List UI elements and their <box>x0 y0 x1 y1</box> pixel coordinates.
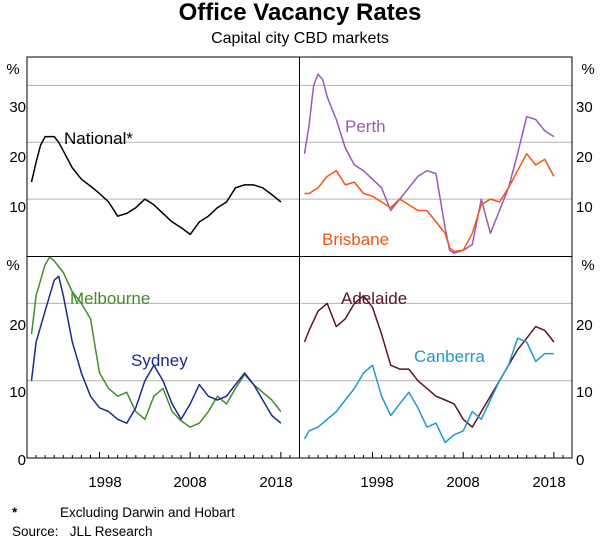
y-tick-label-top-right-30: 30 <box>576 99 593 116</box>
series-line-brisbane <box>304 152 555 253</box>
series-label-adelaide: Adelaide <box>341 289 407 308</box>
series-label-perth: Perth <box>345 117 386 136</box>
y-tick-label-top-right-10: 10 <box>576 199 593 216</box>
unit-label-top-right: % <box>581 61 594 78</box>
x-tick-label-left-2008: 2008 <box>173 474 206 491</box>
series-label-national: National* <box>64 129 133 148</box>
y-tick-label-bottom-left-0: 0 <box>18 452 26 469</box>
y-tick-label-bottom-right-10: 10 <box>576 384 593 401</box>
axis-ticks <box>35 452 564 458</box>
series-lines <box>30 73 555 444</box>
series-line-national <box>30 135 282 236</box>
y-tick-label-bottom-left-20: 20 <box>9 317 26 334</box>
y-tick-label-bottom-right-0: 0 <box>576 452 584 469</box>
x-tick-label-left-1998: 1998 <box>88 474 121 491</box>
series-label-canberra: Canberra <box>414 347 485 366</box>
chart-frame <box>26 56 573 459</box>
x-tick-label-right-2008: 2008 <box>446 474 479 491</box>
series-label-brisbane: Brisbane <box>322 230 389 249</box>
y-tick-label-top-left-20: 20 <box>9 149 26 166</box>
x-tick-label-right-2018: 2018 <box>532 474 565 491</box>
series-label-sydney: Sydney <box>131 351 188 370</box>
series-line-adelaide <box>303 294 555 428</box>
unit-label-bottom-left: % <box>6 257 19 274</box>
series-line-melbourne <box>30 256 282 428</box>
series-line-sydney <box>30 275 282 424</box>
y-tick-label-bottom-right-20: 20 <box>576 317 593 334</box>
y-tick-label-top-left-30: 30 <box>9 99 26 116</box>
unit-label-top-left: % <box>6 61 19 78</box>
footnote-text: Excluding Darwin and Hobart <box>60 505 235 520</box>
chart-title: Office Vacancy Rates <box>178 0 422 26</box>
x-tick-label-left-2018: 2018 <box>259 474 292 491</box>
y-tick-label-top-left-10: 10 <box>9 199 26 216</box>
y-tick-label-bottom-left-10: 10 <box>9 384 26 401</box>
series-label-melbourne: Melbourne <box>70 289 150 308</box>
footnote: * Excluding Darwin and Hobart <box>12 505 235 521</box>
source-note: Source: JLL Research <box>12 524 153 539</box>
chart-subtitle: Capital city CBD markets <box>211 30 389 47</box>
chart-area: % % % % 30 20 10 30 20 10 20 10 0 20 10 … <box>6 56 595 491</box>
footnote-marker: * <box>12 505 18 520</box>
y-tick-label-top-right-20: 20 <box>576 149 593 166</box>
series-line-perth <box>303 73 555 254</box>
unit-label-bottom-right: % <box>581 257 594 274</box>
x-tick-label-right-1998: 1998 <box>360 474 393 491</box>
series-line-canberra <box>303 337 554 444</box>
